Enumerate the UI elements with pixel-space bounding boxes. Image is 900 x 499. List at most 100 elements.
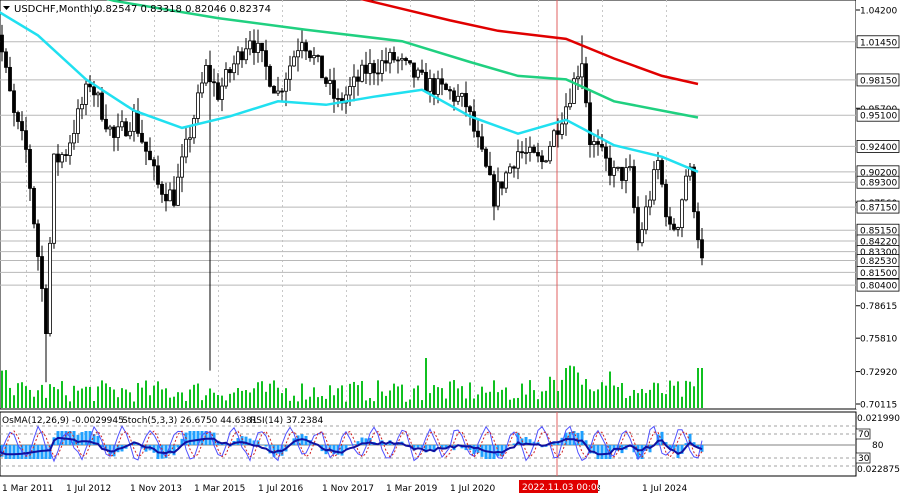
- volume-bar: [85, 387, 87, 408]
- candle-body: [49, 243, 52, 333]
- price-panel-frame: [0, 0, 856, 409]
- volume-bar: [185, 401, 187, 408]
- volume-bar: [621, 383, 623, 408]
- candle-body: [29, 149, 32, 188]
- candle-body: [665, 184, 668, 217]
- candle-body: [305, 43, 308, 51]
- time-label: 1 Mar 2011: [2, 484, 53, 494]
- volume-bar: [125, 390, 127, 408]
- candle-body: [101, 93, 104, 119]
- candle-body: [485, 149, 488, 166]
- volume-bar: [665, 394, 667, 408]
- candle-body: [217, 83, 220, 100]
- candle-body: [413, 63, 416, 77]
- volume-bar: [437, 387, 439, 408]
- candle-body: [5, 52, 8, 67]
- volume-bar: [601, 382, 603, 408]
- candle-body: [61, 155, 64, 162]
- candle-body: [89, 84, 92, 87]
- volume-bar: [673, 386, 675, 408]
- volume-bar: [389, 390, 391, 408]
- osma-bar: [9, 445, 12, 459]
- candle-body: [261, 43, 264, 50]
- osma-bar: [77, 435, 80, 445]
- candle-body: [69, 143, 72, 156]
- volume-bar: [173, 397, 175, 408]
- candle-body: [317, 55, 320, 56]
- osma-label: OsMA(12,26,9) -0.0029945: [2, 416, 124, 426]
- volume-bar: [177, 392, 179, 408]
- volume-bar: [585, 379, 587, 408]
- volume-bar: [477, 394, 479, 408]
- time-label: 1 Jul 2016: [258, 484, 303, 494]
- volume-bar: [485, 393, 487, 408]
- volume-bar: [245, 390, 247, 408]
- volume-bar: [557, 391, 559, 408]
- time-label: 1 Jul 2024: [642, 484, 687, 494]
- volume-bar: [461, 386, 463, 408]
- candle-body: [473, 112, 476, 132]
- osma-bar: [85, 431, 88, 445]
- time-label: 1 Nov 2017: [322, 484, 374, 494]
- candle-body: [481, 137, 484, 149]
- volume-bar: [149, 395, 151, 408]
- candle-body: [81, 104, 84, 108]
- volume-bar: [9, 388, 11, 408]
- volume-bar: [285, 388, 287, 408]
- volume-bar: [225, 400, 227, 408]
- candle-body: [137, 111, 140, 133]
- volume-bar: [517, 398, 519, 408]
- candle-body: [245, 49, 248, 60]
- candle-body: [285, 79, 288, 91]
- indicator-panel[interactable]: OsMA(12,26,9) -0.0029945 Stoch(5,3,3) 26…: [0, 412, 856, 476]
- candle-body: [405, 58, 408, 60]
- volume-bar: [17, 383, 19, 408]
- volume-bar: [653, 383, 655, 408]
- ohlc-values: 0.82547 0.83318 0.82046 0.82374: [96, 4, 271, 15]
- candle-body: [553, 131, 556, 147]
- volume-bar: [429, 393, 431, 408]
- candle-body: [185, 139, 188, 157]
- volume-bar: [685, 381, 687, 408]
- candle-body: [365, 65, 368, 73]
- candle-body: [549, 146, 552, 160]
- volume-bar: [81, 388, 83, 408]
- osma-bar: [25, 445, 28, 459]
- candle-body: [601, 144, 604, 147]
- volume-bar: [305, 400, 307, 408]
- volume-bar: [497, 392, 499, 408]
- volume-bar: [533, 390, 535, 408]
- candle-body: [517, 152, 520, 169]
- price-panel[interactable]: USDCHF,Monthly 0.82547 0.83318 0.82046 0…: [0, 0, 856, 476]
- volume-bar: [425, 358, 427, 408]
- volume-bar: [249, 392, 251, 408]
- volume-bar: [549, 377, 551, 408]
- volume-bar: [201, 400, 203, 408]
- volume-bar: [21, 382, 23, 408]
- volume-bar: [281, 393, 283, 408]
- candle-body: [421, 70, 424, 72]
- osma-bar: [73, 431, 76, 445]
- volume-bar: [433, 385, 435, 408]
- price-label: 0.80400: [860, 282, 897, 292]
- volume-bar: [421, 400, 423, 408]
- candle-body: [269, 66, 272, 86]
- volume-bar: [53, 387, 55, 408]
- volume-bar: [101, 380, 103, 408]
- volume-bar: [577, 373, 579, 408]
- osma-bar: [341, 445, 344, 456]
- candle-body: [609, 158, 612, 175]
- candle-body: [313, 55, 316, 57]
- candle-body: [625, 168, 628, 181]
- candle-body: [373, 64, 376, 73]
- candle-body: [409, 61, 412, 63]
- candle-body: [597, 142, 600, 145]
- candle-body: [129, 131, 132, 135]
- volume-bar: [333, 395, 335, 408]
- price-axis[interactable]: 1.042001.014500.981500.957000.951000.924…: [856, 0, 900, 411]
- volume-bar: [449, 382, 451, 408]
